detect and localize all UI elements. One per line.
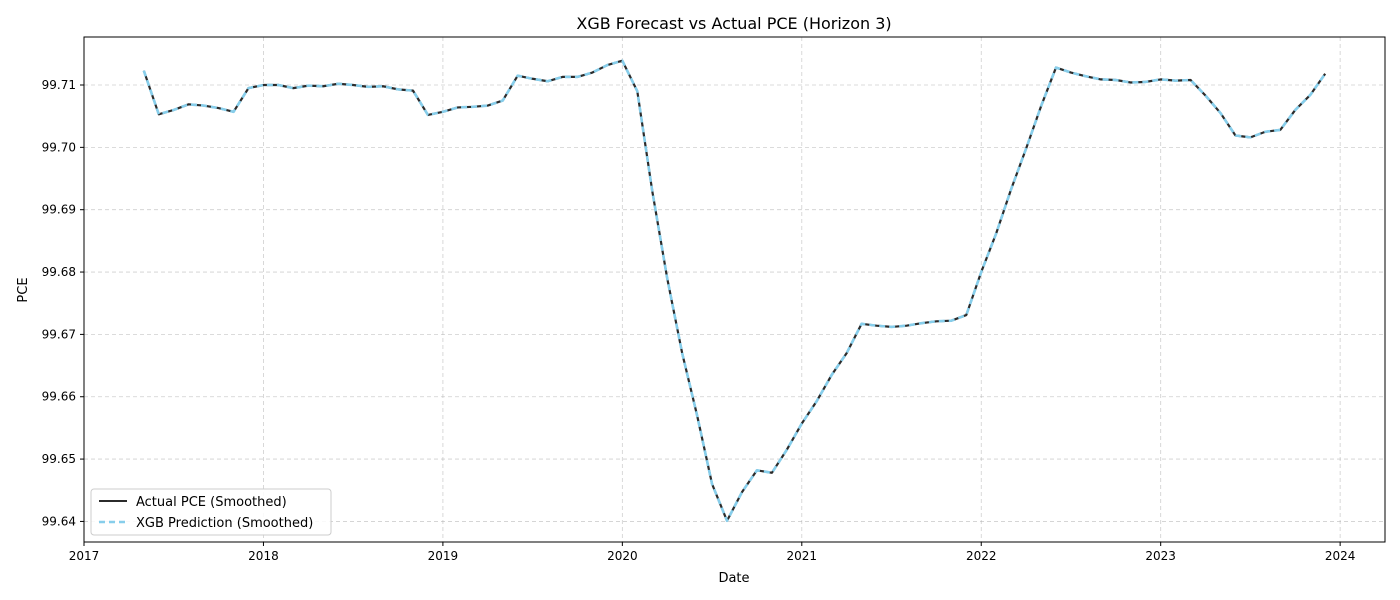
- x-tick-label: 2020: [607, 549, 638, 563]
- y-tick-label: 99.66: [42, 390, 76, 404]
- y-tick-label: 99.65: [42, 452, 76, 466]
- x-tick-label: 2019: [428, 549, 459, 563]
- x-tick-label: 2023: [1145, 549, 1176, 563]
- x-axis-ticks: 2017 2018 2019 2020 2021 2022 2023 2024: [69, 542, 1356, 563]
- series-actual-line: [142, 59, 1327, 522]
- series-group: [142, 59, 1327, 523]
- x-tick-label: 2024: [1325, 549, 1356, 563]
- y-tick-label: 99.71: [42, 78, 76, 92]
- legend: Actual PCE (Smoothed) XGB Prediction (Sm…: [90, 488, 332, 536]
- y-tick-label: 99.68: [42, 265, 76, 279]
- x-axis-label: Date: [718, 571, 749, 586]
- y-axis-label: PCE: [16, 277, 31, 302]
- x-tick-label: 2021: [787, 549, 818, 563]
- x-tick-label: 2017: [69, 549, 100, 563]
- y-tick-label: 99.64: [42, 514, 76, 528]
- legend-label-actual: Actual PCE (Smoothed): [136, 495, 287, 510]
- y-tick-label: 99.69: [42, 203, 76, 217]
- y-tick-label: 99.67: [42, 327, 76, 341]
- legend-box: [90, 488, 332, 536]
- x-tick-label: 2018: [248, 549, 279, 563]
- series-prediction-line: [142, 59, 1327, 523]
- y-axis-ticks: 99.64 99.65 99.66 99.67 99.68 99.69 99.70 99.71: [42, 78, 84, 528]
- grid: [83, 37, 1385, 542]
- plot-frame: [83, 36, 1386, 543]
- chart-title: XGB Forecast vs Actual PCE (Horizon 3): [576, 14, 891, 33]
- y-tick-label: 99.70: [42, 140, 76, 154]
- legend-label-prediction: XGB Prediction (Smoothed): [136, 516, 313, 531]
- x-tick-label: 2022: [966, 549, 997, 563]
